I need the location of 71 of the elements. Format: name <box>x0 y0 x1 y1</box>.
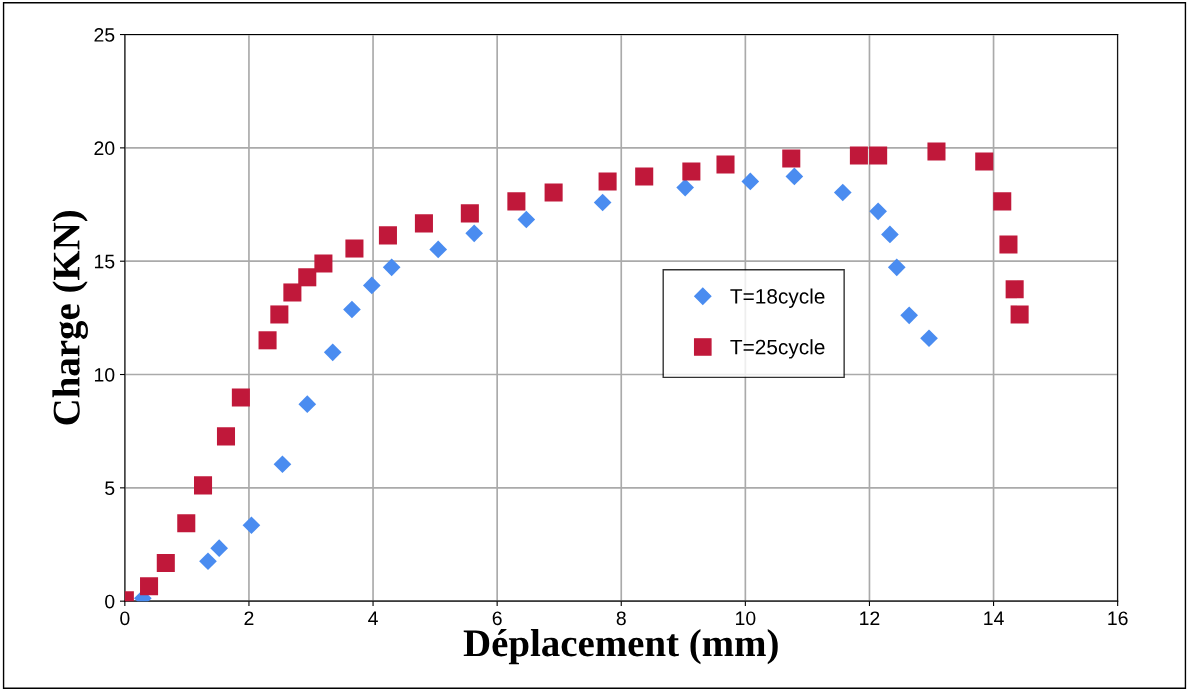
point <box>1005 280 1024 299</box>
x-tick-label: 16 <box>1108 611 1128 626</box>
point <box>869 202 887 221</box>
point <box>741 172 760 191</box>
y-tick-label: 5 <box>105 481 115 496</box>
point <box>682 162 701 181</box>
point <box>517 210 536 229</box>
x-tick-label: 0 <box>120 611 130 626</box>
x-tick-label: 8 <box>616 611 626 626</box>
point <box>270 305 289 324</box>
point <box>975 152 994 171</box>
point <box>716 155 735 174</box>
y-axis-title: Charge (KN) <box>52 211 88 425</box>
point <box>849 146 868 165</box>
point <box>156 554 175 573</box>
point <box>900 306 919 325</box>
point <box>382 258 401 277</box>
point <box>593 193 612 212</box>
point <box>544 183 563 202</box>
point <box>414 214 433 233</box>
point <box>177 514 196 533</box>
point <box>378 226 397 245</box>
point <box>785 167 804 186</box>
point <box>273 455 292 474</box>
point <box>927 142 946 161</box>
x-tick-label: 10 <box>736 611 756 626</box>
point <box>460 204 479 223</box>
point <box>869 146 888 165</box>
point <box>676 178 694 197</box>
legend-label: T=25cycle <box>730 339 825 359</box>
point <box>345 239 364 258</box>
x-tick-label: 6 <box>492 611 502 626</box>
point <box>429 240 448 259</box>
y-tick-label: 10 <box>94 367 115 382</box>
point <box>343 300 361 319</box>
y-tick-label: 15 <box>94 254 115 269</box>
point <box>231 388 250 407</box>
x-tick-label: 12 <box>860 611 880 625</box>
point <box>362 276 381 295</box>
point <box>881 225 899 244</box>
point <box>199 552 217 571</box>
point <box>283 283 302 302</box>
y-tick-label: 0 <box>105 594 115 609</box>
point <box>999 235 1018 254</box>
point <box>298 268 317 287</box>
point <box>635 167 654 186</box>
point <box>323 343 342 362</box>
point <box>887 258 906 277</box>
point <box>993 192 1012 211</box>
point <box>1010 305 1029 324</box>
x-tick-label: 2 <box>244 611 254 625</box>
x-tick-label: 4 <box>368 611 378 625</box>
point <box>598 172 617 191</box>
x-tick-label: 14 <box>984 611 1004 625</box>
point <box>140 577 159 596</box>
point <box>194 476 213 495</box>
legend-label: T=18cycle <box>730 288 825 308</box>
point <box>258 331 277 350</box>
point <box>465 224 484 243</box>
point <box>298 395 317 414</box>
y-tick-label: 20 <box>94 141 115 156</box>
point <box>833 183 852 202</box>
point <box>216 427 236 446</box>
point <box>210 539 228 557</box>
point <box>507 192 526 211</box>
y-tick-label: 25 <box>94 28 115 42</box>
point <box>920 329 938 348</box>
point <box>242 516 261 535</box>
point <box>314 254 333 273</box>
point <box>782 149 801 168</box>
x-axis-title: Déplacement (mm) <box>463 629 778 665</box>
